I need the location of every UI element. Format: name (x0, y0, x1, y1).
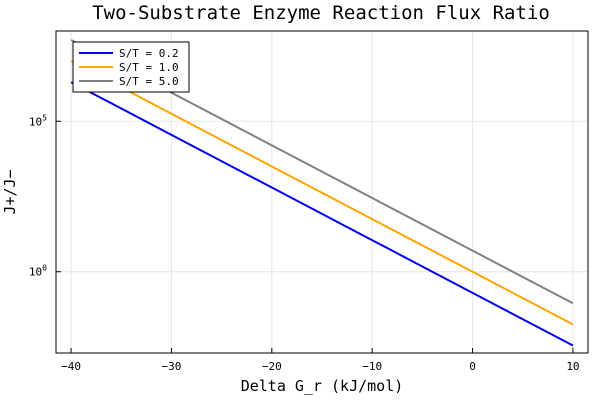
y-tick-label: 105 (29, 113, 47, 128)
legend-label-3: S/T = 5.0 (119, 75, 179, 88)
x-tick-label: −10 (362, 360, 382, 373)
chart-title: Two-Substrate Enzyme Reaction Flux Ratio (92, 2, 550, 24)
x-tick-label: −20 (262, 360, 282, 373)
x-tick-label: 10 (566, 360, 579, 373)
plot-frame (55, 30, 589, 354)
x-ticks: −40 −30 −20 −10 0 10 (61, 348, 580, 373)
series-line-2 (70, 60, 574, 326)
y-axis-label: J+/J− (1, 169, 19, 214)
legend-label-2: S/T = 1.0 (119, 61, 179, 74)
x-axis-label: Delta G_r (kJ/mol) (241, 377, 404, 395)
legend-label-1: S/T = 0.2 (119, 47, 179, 60)
series-line-1 (70, 81, 574, 347)
x-tick-label: −40 (61, 360, 81, 373)
y-tick-label: 100 (29, 264, 47, 279)
x-tick-label: −30 (161, 360, 181, 373)
x-tick-label: 0 (469, 360, 476, 373)
y-ticks: 100 105 (29, 113, 61, 279)
legend: S/T = 0.2S/T = 1.0S/T = 5.0 (72, 41, 190, 93)
